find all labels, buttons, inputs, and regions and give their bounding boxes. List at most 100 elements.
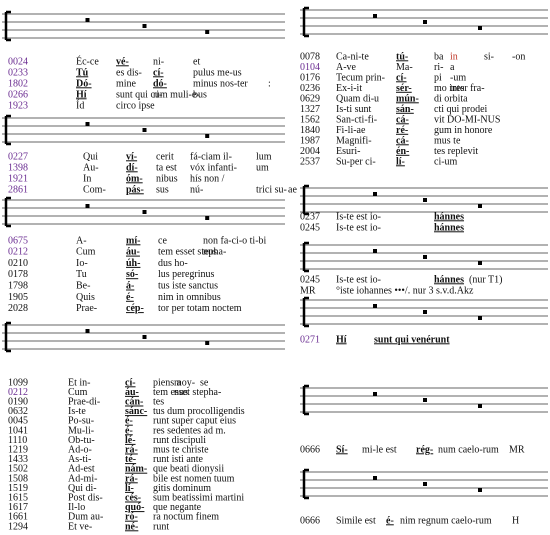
syllable: ae	[288, 184, 297, 195]
clef	[4, 196, 11, 228]
row-number: 0237	[300, 211, 320, 222]
neume	[142, 335, 147, 339]
syllable: Et ve-	[68, 521, 92, 532]
neume	[423, 398, 427, 402]
syllable: cá-	[396, 135, 409, 146]
syllable: si-	[484, 51, 494, 62]
row-number: 0078	[300, 51, 320, 62]
syllable: fá-ciam il-	[190, 151, 232, 162]
clef	[302, 468, 309, 500]
syllable: (nur T1)	[469, 274, 502, 285]
syllable: mine	[116, 78, 137, 89]
syllable: lí-	[125, 483, 134, 494]
syllable: Ma-	[396, 62, 413, 73]
syllable: Ex-i-it	[336, 83, 362, 94]
neume	[373, 392, 377, 396]
syllable: A-	[76, 235, 87, 246]
row-number: 1802	[8, 78, 28, 89]
syllable: Dó-	[76, 78, 92, 89]
syllable: hánnes	[434, 211, 464, 222]
syllable: Íd	[76, 99, 84, 111]
syllable: ré-	[396, 125, 408, 136]
row-number: 0178	[8, 269, 28, 280]
row-number: 2537	[300, 156, 320, 167]
syllable: piens a	[153, 377, 182, 388]
neume	[478, 316, 482, 320]
syllable: áu-	[126, 247, 140, 258]
row-number: 2861	[8, 184, 28, 195]
row-number: 1923	[8, 100, 28, 111]
syllable: San-cti-fi-	[336, 114, 377, 125]
syllable: a	[450, 62, 455, 73]
syllable: én-	[396, 146, 409, 157]
syllable: In	[83, 173, 91, 184]
syllable: é-	[126, 292, 134, 303]
row-number: 2028	[8, 303, 28, 314]
neume	[423, 198, 427, 202]
syllable: só-	[126, 269, 138, 280]
syllable: cerit	[156, 151, 174, 162]
neume	[373, 192, 377, 196]
syllable: nibus	[156, 173, 178, 184]
syllable: Quis	[76, 292, 95, 303]
syllable: Prae-	[76, 303, 97, 314]
neume	[423, 482, 427, 486]
syllable: é-	[125, 416, 133, 427]
syllable: res sedentes ad m.	[153, 425, 226, 436]
row-number: 0210	[8, 258, 28, 269]
syllable: cti qui prodei	[434, 104, 488, 115]
syllable: Is-te est io-	[336, 222, 381, 233]
row-number: 1905	[8, 292, 28, 303]
syllable: Com-	[83, 184, 106, 195]
syllable: Ob-tu-	[68, 435, 95, 446]
syllable: mí-	[126, 235, 140, 246]
neume	[205, 216, 210, 220]
syllable: sus	[156, 184, 169, 195]
syllable: vóx infanti-	[190, 162, 237, 173]
syllable: cép-	[126, 303, 144, 314]
row-number: 0104	[300, 62, 320, 73]
syllable: rég-	[416, 444, 433, 455]
syllable: tem esset stepha-	[158, 247, 226, 258]
syllable: se	[200, 377, 209, 388]
row-number: 0266	[8, 89, 28, 100]
row-number: 1840	[300, 125, 320, 136]
syllable: vé-	[116, 56, 129, 67]
syllable: lí-	[396, 156, 405, 167]
syllable: ra noctum finem	[153, 512, 219, 523]
neume	[142, 210, 147, 214]
syllable: que beati dionysii	[153, 464, 224, 475]
row-number: 1433	[8, 454, 28, 465]
row-number: 0233	[8, 67, 28, 78]
syllable: quó-	[125, 502, 144, 513]
row-number: 0176	[300, 72, 320, 83]
row-number: 1661	[8, 512, 28, 523]
syllable: ba	[434, 51, 444, 62]
row-number: 1615	[8, 492, 28, 503]
syllable: ró-	[125, 512, 138, 523]
syllable: tus dum procolligendis	[153, 406, 245, 417]
syllable: cá-	[396, 114, 409, 125]
syllable: nus	[203, 247, 217, 258]
syllable: mi-le est	[362, 444, 397, 455]
syllable: Ca-ni-te	[336, 51, 369, 62]
syllable: Su-per ci-	[336, 156, 376, 167]
syllable: circo ipse	[116, 100, 155, 111]
syllable: MR	[509, 444, 525, 455]
syllable: di orbita	[434, 93, 468, 104]
neume	[85, 329, 90, 333]
syllable: bus	[193, 89, 207, 100]
clef	[4, 321, 11, 353]
syllable: vit DO-MI-NUS	[434, 114, 500, 125]
row-number: 0629	[300, 93, 320, 104]
syllable: Is-ti sunt	[336, 104, 372, 115]
syllable: °iste iohannes •••/. nur 3 s.v.d.Akz	[336, 285, 474, 296]
syllable: -on	[512, 51, 525, 62]
row-number: 1562	[300, 114, 320, 125]
neume	[373, 249, 377, 253]
row-number: MR	[300, 285, 316, 296]
neume	[85, 122, 90, 126]
row-number: 0245	[300, 274, 320, 285]
syllable: Is-te est io-	[336, 211, 381, 222]
syllable: óm-	[126, 173, 143, 184]
